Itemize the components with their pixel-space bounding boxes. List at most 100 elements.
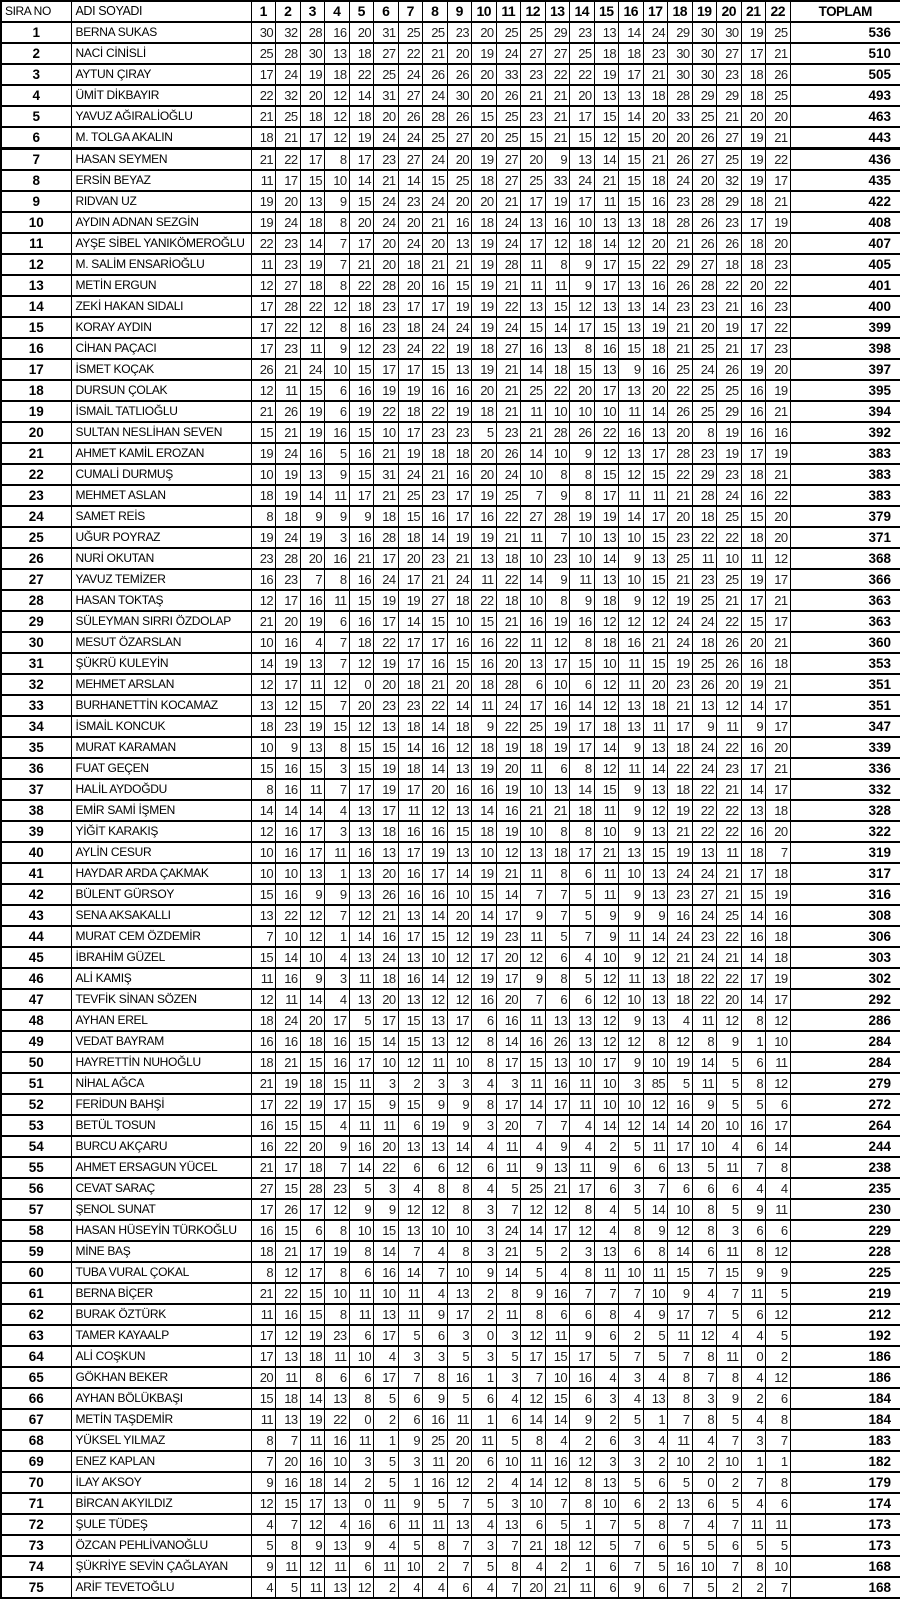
score-cell: 12 bbox=[397, 1051, 423, 1074]
score-cell: 3 bbox=[618, 1429, 644, 1452]
score-cell: 15 bbox=[569, 358, 595, 381]
score-cell: 15 bbox=[520, 126, 546, 150]
score-cell: 8 bbox=[422, 1366, 448, 1389]
name-cell: ENEZ KAPLAN bbox=[70, 1450, 252, 1473]
score-cell: 12 bbox=[446, 1030, 472, 1053]
score-cell: 6 bbox=[397, 1156, 423, 1179]
score-cell: 17 bbox=[593, 1051, 619, 1074]
score-cell: 13 bbox=[642, 547, 668, 570]
total-cell: 302 bbox=[789, 967, 900, 990]
score-cell: 9 bbox=[618, 589, 644, 612]
rank-cell: 35 bbox=[0, 736, 72, 759]
score-cell: 7 bbox=[446, 1555, 472, 1578]
score-cell: 19 bbox=[471, 967, 497, 990]
score-cell: 20 bbox=[495, 988, 521, 1011]
score-cell: 16 bbox=[642, 190, 668, 213]
score-cell: 21 bbox=[544, 799, 570, 822]
score-cell: 11 bbox=[250, 1303, 276, 1326]
score-cell: 14 bbox=[618, 21, 644, 44]
rank-cell: 57 bbox=[0, 1198, 72, 1221]
rank-cell: 72 bbox=[0, 1513, 72, 1536]
score-cell: 28 bbox=[275, 42, 301, 65]
score-cell: 10 bbox=[642, 1051, 668, 1074]
score-cell: 14 bbox=[397, 1261, 423, 1284]
name-cell: METİN TAŞDEMİR bbox=[70, 1408, 252, 1431]
score-cell: 22 bbox=[373, 1156, 399, 1179]
score-cell: 16 bbox=[765, 421, 791, 444]
score-cell: 15 bbox=[348, 463, 374, 486]
score-cell: 21 bbox=[765, 757, 791, 780]
score-cell: 18 bbox=[275, 1387, 301, 1410]
score-cell: 0 bbox=[471, 1324, 497, 1347]
score-cell: 8 bbox=[765, 1408, 791, 1431]
score-cell: 15 bbox=[397, 1009, 423, 1032]
score-cell: 25 bbox=[397, 21, 423, 44]
score-cell: 10 bbox=[716, 1114, 742, 1137]
score-cell: 18 bbox=[618, 42, 644, 65]
score-cell: 15 bbox=[716, 1261, 742, 1284]
score-cell: 22 bbox=[642, 253, 668, 276]
score-cell: 16 bbox=[544, 211, 570, 234]
score-cell: 12 bbox=[569, 1219, 595, 1242]
score-cell: 7 bbox=[716, 1555, 742, 1578]
table-row: 26 NURİ OKUTAN 23 28 20 16 21 17 20 23 21 13 18 10 23 1… bbox=[0, 547, 900, 570]
score-cell: 18 bbox=[299, 211, 325, 234]
score-cell: 5 bbox=[691, 1534, 717, 1557]
score-cell: 7 bbox=[667, 1345, 693, 1368]
rank-cell: 58 bbox=[0, 1219, 72, 1242]
score-cell: 7 bbox=[740, 1156, 766, 1179]
score-cell: 11 bbox=[642, 1261, 668, 1284]
score-cell: 9 bbox=[471, 1261, 497, 1284]
score-cell: 21 bbox=[348, 253, 374, 276]
score-cell: 4 bbox=[299, 631, 325, 654]
score-cell: 12 bbox=[765, 1240, 791, 1263]
score-cell: 5 bbox=[765, 1324, 791, 1347]
score-cell: 3 bbox=[618, 1450, 644, 1473]
name-cell: HAYDAR ARDA ÇAKMAK bbox=[70, 862, 252, 885]
score-cell: 20 bbox=[348, 211, 374, 234]
rank-cell: 49 bbox=[0, 1030, 72, 1053]
score-cell: 17 bbox=[765, 988, 791, 1011]
score-cell: 8 bbox=[544, 820, 570, 843]
score-cell: 15 bbox=[618, 253, 644, 276]
score-cell: 14 bbox=[520, 1408, 546, 1431]
score-cell: 23 bbox=[446, 421, 472, 444]
score-cell: 20 bbox=[373, 253, 399, 276]
score-cell: 9 bbox=[716, 1030, 742, 1053]
score-cell: 6 bbox=[299, 1219, 325, 1242]
score-cell: 11 bbox=[397, 799, 423, 822]
score-cell: 17 bbox=[397, 841, 423, 864]
score-cell: 15 bbox=[324, 715, 350, 738]
score-cell: 10 bbox=[520, 820, 546, 843]
score-cell: 5 bbox=[618, 1198, 644, 1221]
score-cell: 28 bbox=[373, 526, 399, 549]
score-cell: 12 bbox=[544, 631, 570, 654]
score-cell: 17 bbox=[765, 778, 791, 801]
score-cell: 11 bbox=[618, 673, 644, 696]
score-cell: 18 bbox=[569, 232, 595, 255]
score-cell: 13 bbox=[618, 211, 644, 234]
header-round-16: 16 bbox=[618, 0, 644, 23]
score-cell: 17 bbox=[569, 736, 595, 759]
score-cell: 22 bbox=[422, 400, 448, 423]
score-cell: 6 bbox=[397, 1387, 423, 1410]
score-cell: 12 bbox=[642, 589, 668, 612]
score-cell: 11 bbox=[373, 1114, 399, 1137]
score-cell: 11 bbox=[593, 190, 619, 213]
score-cell: 22 bbox=[691, 988, 717, 1011]
score-cell: 10 bbox=[667, 1198, 693, 1221]
score-cell: 10 bbox=[520, 1492, 546, 1515]
score-cell: 15 bbox=[299, 379, 325, 402]
score-cell: 9 bbox=[765, 1261, 791, 1284]
score-cell: 21 bbox=[495, 1240, 521, 1263]
score-cell: 12 bbox=[544, 1198, 570, 1221]
table-row: 9 RIDVAN UZ 19 20 13 9 15 24 23 24 20 20 21 17 19 17 11 1… bbox=[0, 190, 900, 213]
score-cell: 5 bbox=[593, 1345, 619, 1368]
score-cell: 12 bbox=[593, 757, 619, 780]
score-cell: 17 bbox=[348, 232, 374, 255]
rank-cell: 18 bbox=[0, 379, 72, 402]
score-cell: 3 bbox=[324, 526, 350, 549]
score-cell: 18 bbox=[397, 757, 423, 780]
score-cell: 18 bbox=[397, 526, 423, 549]
score-cell: 9 bbox=[618, 547, 644, 570]
